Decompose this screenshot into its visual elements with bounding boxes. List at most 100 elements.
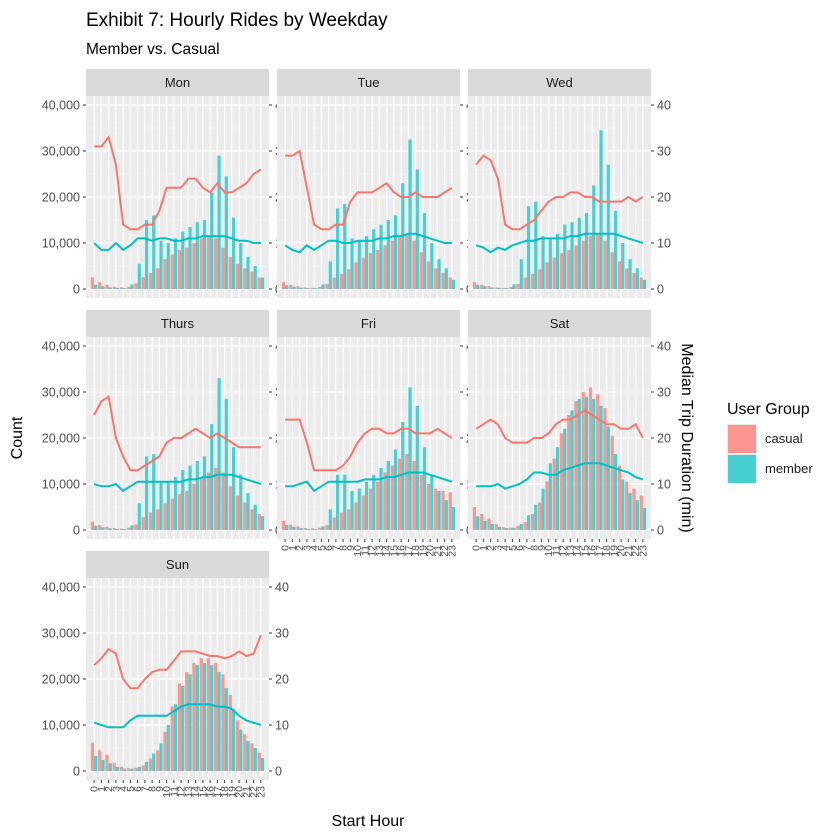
bar-casual — [206, 236, 211, 289]
bar-member — [195, 222, 199, 289]
bar-member — [505, 528, 509, 530]
bar-casual — [170, 706, 174, 771]
y-tick-label: 20,000 — [42, 673, 80, 687]
line-member-duration — [475, 232, 644, 254]
bar-casual — [581, 240, 585, 289]
bar-casual — [538, 502, 542, 530]
x-tick-label: 12 — [367, 545, 379, 557]
bar-member — [188, 465, 192, 530]
bar-member — [437, 259, 441, 289]
bar-member — [613, 454, 618, 530]
bar-casual — [318, 527, 322, 530]
bar-casual — [347, 509, 351, 530]
bar-member — [490, 524, 494, 530]
bar-casual — [192, 243, 196, 289]
x-tick-label: 22 — [630, 545, 642, 557]
chart-title: Exhibit 7: Hourly Rides by Weekday — [86, 10, 388, 31]
bar-casual — [339, 273, 344, 289]
bar-casual — [383, 472, 387, 530]
bar-member — [592, 185, 596, 289]
bar-member — [555, 447, 560, 530]
x-tick-label: 18 — [410, 545, 422, 557]
bar-casual — [163, 503, 167, 530]
y-tick-label: 40,000 — [42, 581, 80, 595]
bar-casual — [235, 495, 240, 530]
x-tick-label: 11 — [168, 786, 180, 797]
line-casual-duration — [475, 154, 644, 231]
x-tick-label: 17 — [212, 786, 224, 798]
panel-sat: Sat0102030400123456789101112131415161718… — [468, 310, 671, 557]
y-tick-label: 10,000 — [42, 719, 80, 733]
line-member-duration — [93, 473, 262, 493]
bar-casual — [296, 526, 300, 530]
x-tick-label: 8 — [147, 786, 159, 792]
bar-casual — [199, 477, 203, 530]
x-tick-label: 18 — [219, 786, 231, 798]
line-casual-duration — [94, 134, 262, 231]
bar-member — [94, 284, 98, 289]
bar-casual — [235, 263, 240, 289]
bar-casual — [185, 247, 189, 289]
bar-member — [519, 259, 523, 289]
bar-casual — [361, 495, 365, 530]
bar-member — [328, 509, 332, 530]
bar-casual — [632, 272, 636, 289]
y2-tick-label: 30 — [275, 627, 289, 641]
bar-member — [642, 279, 647, 289]
bar-casual — [603, 240, 607, 289]
y2-tick-label: 10 — [657, 478, 671, 492]
bar-member — [497, 287, 502, 289]
x-tick-label: 1 — [478, 545, 490, 551]
bar-member — [563, 224, 567, 289]
x-tick-label: 21 — [623, 545, 635, 557]
y-tick-label: 40,000 — [42, 99, 80, 113]
bar-casual — [134, 524, 138, 530]
x-tick-label: 19 — [417, 545, 429, 557]
bar-member — [246, 493, 250, 530]
bar-casual — [170, 498, 174, 530]
bar-member — [195, 665, 199, 771]
y2-tick-label: 0 — [275, 765, 282, 779]
bar-casual — [559, 433, 564, 530]
bar-casual — [185, 490, 189, 530]
bar-member — [137, 263, 141, 289]
bar-member — [195, 461, 199, 530]
bar-member — [606, 426, 610, 530]
bar-casual — [559, 253, 564, 289]
bar-casual — [156, 268, 160, 289]
line-member-duration — [93, 703, 262, 729]
line-member-duration — [284, 232, 452, 254]
bar-casual — [639, 277, 643, 289]
line-casual-duration — [285, 149, 453, 231]
bar-casual — [141, 517, 145, 530]
bar-casual — [347, 269, 351, 289]
bar-casual — [214, 238, 218, 289]
x-tick-label: 2 — [294, 545, 306, 551]
bar-member — [144, 761, 149, 771]
bar-member — [217, 378, 221, 530]
bar-casual — [632, 488, 636, 530]
bar-member — [519, 524, 523, 530]
bar-casual — [448, 277, 452, 289]
bar-casual — [199, 658, 203, 771]
bar-member — [570, 222, 574, 289]
bar-member — [505, 288, 509, 289]
bar-casual — [289, 524, 293, 530]
bar-member — [152, 753, 156, 771]
bar-member — [563, 428, 567, 530]
bar-casual — [501, 527, 506, 530]
bar-casual — [339, 512, 344, 530]
bar-casual — [105, 284, 109, 289]
y-tick-label: 40,000 — [42, 340, 80, 354]
bar-casual — [552, 458, 556, 530]
bar-casual — [610, 435, 614, 530]
bar-casual — [127, 768, 131, 771]
bar-casual — [228, 256, 232, 289]
y-tick-label: 0 — [73, 765, 80, 779]
x-tick-label: 0 — [471, 545, 483, 551]
bar-casual — [148, 758, 153, 771]
bar-member — [101, 759, 105, 771]
bar-casual — [509, 527, 513, 530]
bar-casual — [250, 509, 254, 530]
bar-casual — [156, 509, 160, 530]
